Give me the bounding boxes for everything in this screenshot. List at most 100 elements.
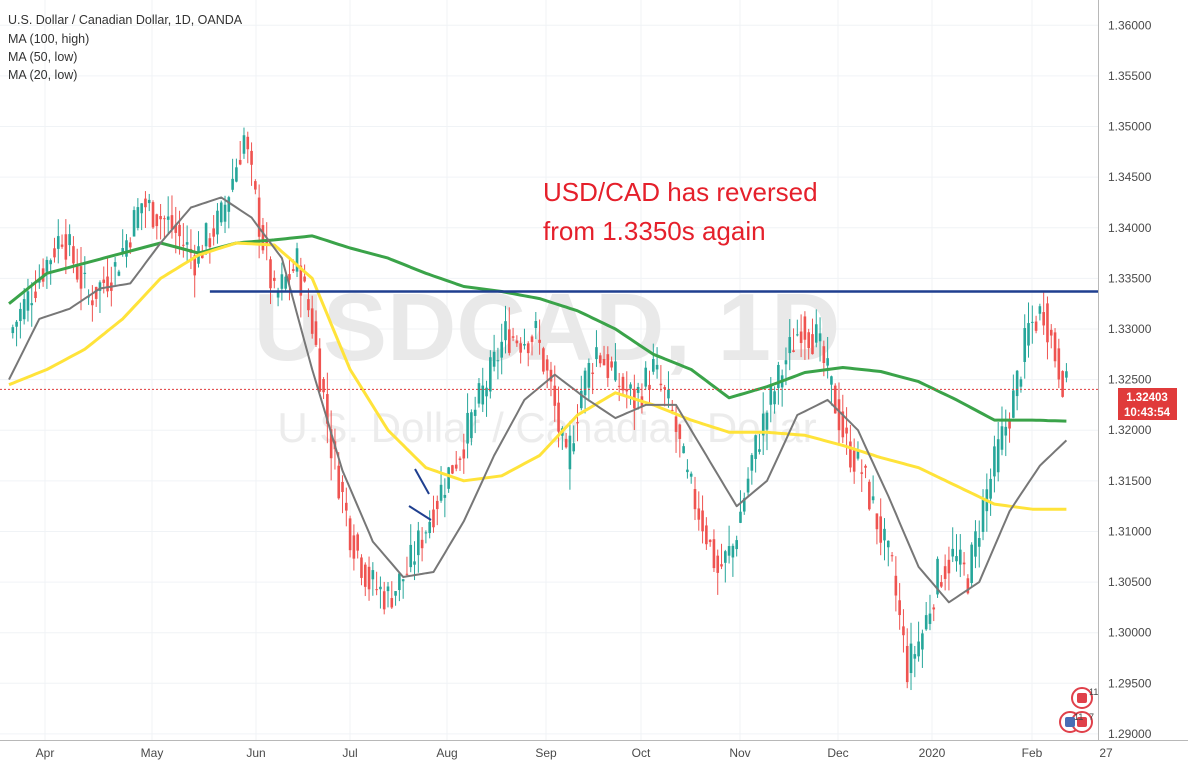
time-tick-label: Sep xyxy=(535,746,557,760)
candle-body xyxy=(670,409,674,411)
price-tick-label: 1.29000 xyxy=(1108,727,1152,741)
candle-body xyxy=(1053,332,1057,362)
candle-body xyxy=(121,248,124,254)
candle-body xyxy=(545,359,549,371)
candle-body xyxy=(1038,306,1042,314)
candle-body xyxy=(295,248,299,272)
candle-body xyxy=(1057,348,1061,380)
candle-body xyxy=(19,308,22,322)
candle-body xyxy=(140,203,143,214)
candle-body xyxy=(1061,371,1064,397)
candle-body xyxy=(996,439,1000,473)
candle-body xyxy=(204,223,208,247)
candle-body xyxy=(155,214,159,227)
candle-body xyxy=(337,465,341,499)
price-tick-label: 1.35500 xyxy=(1108,69,1152,83)
candle-body xyxy=(572,443,576,452)
price-tick-label: 1.33000 xyxy=(1108,322,1152,336)
candle-body xyxy=(697,508,701,520)
candle-body xyxy=(542,348,545,372)
price-scale[interactable] xyxy=(1098,0,1188,740)
candle-body xyxy=(83,272,87,274)
candle-body xyxy=(1046,303,1049,343)
candle-body xyxy=(473,409,477,416)
candle-body xyxy=(871,496,875,501)
candle-body xyxy=(1031,321,1034,323)
candle-body xyxy=(970,544,973,584)
price-tick-label: 1.34000 xyxy=(1108,221,1152,235)
candle-body xyxy=(591,372,594,374)
events-badges[interactable]: 11 11 7 xyxy=(1059,687,1098,733)
candle-body xyxy=(163,218,166,220)
candle-body xyxy=(663,387,666,389)
candle-body xyxy=(811,334,814,355)
candle-body xyxy=(492,351,496,367)
candle-body xyxy=(792,350,795,352)
candle-body xyxy=(602,359,606,366)
candle-body xyxy=(242,135,246,154)
candle-body xyxy=(352,535,356,559)
candle-body xyxy=(216,210,219,235)
price-tick-label: 1.33500 xyxy=(1108,271,1152,285)
candle-body xyxy=(439,484,443,501)
candle-body xyxy=(26,291,30,311)
candle-body xyxy=(49,260,52,265)
candle-body xyxy=(932,607,936,610)
candle-body xyxy=(909,643,913,674)
candle-body xyxy=(379,586,382,590)
event-count-top: 11 xyxy=(1089,687,1098,697)
candle-body xyxy=(1012,390,1015,418)
ma-line xyxy=(8,234,1067,423)
candle-body xyxy=(974,531,977,557)
candle-body xyxy=(557,402,560,432)
candle-body xyxy=(564,438,568,448)
candle-body xyxy=(598,355,602,364)
candle-body xyxy=(864,465,867,468)
candle-body xyxy=(246,136,250,150)
candle-body xyxy=(754,435,757,459)
candle-body xyxy=(686,469,689,473)
candle-body xyxy=(784,360,788,365)
candle-body xyxy=(102,279,106,283)
candle-body xyxy=(174,224,178,233)
candle-body xyxy=(1049,329,1053,336)
candle-body xyxy=(849,441,852,468)
candle-body xyxy=(235,167,238,182)
candle-body xyxy=(534,320,538,328)
name-watermark: U.S. Dollar / Canadian Dollar xyxy=(277,404,816,451)
candle-body xyxy=(644,367,648,387)
candle-body xyxy=(424,532,428,534)
candle-body xyxy=(375,589,378,591)
candle-body xyxy=(583,370,587,396)
candle-body xyxy=(898,600,901,616)
candle-body xyxy=(678,424,682,439)
event-count-right: 7 xyxy=(1089,712,1094,722)
candle-body xyxy=(466,412,469,444)
candle-body xyxy=(799,331,803,343)
candle-body xyxy=(56,236,60,249)
candle-body xyxy=(796,334,799,336)
time-scale[interactable] xyxy=(0,740,1188,769)
candle-body xyxy=(629,384,632,389)
candle-body xyxy=(579,390,583,409)
time-tick-label: May xyxy=(141,746,164,760)
bar-countdown: 10:43:54 xyxy=(1124,407,1171,419)
candle-body xyxy=(746,478,750,493)
annotation-line-1: USD/CAD has reversed xyxy=(543,177,818,207)
grid xyxy=(0,0,1098,740)
candle-body xyxy=(500,341,503,358)
candle-body xyxy=(363,564,367,587)
candle-body xyxy=(890,555,894,557)
candle-body xyxy=(727,546,731,556)
candle-body xyxy=(652,359,655,372)
candle-body xyxy=(326,394,329,424)
candle-body xyxy=(413,561,416,565)
candle-body xyxy=(117,271,121,276)
candle-body xyxy=(60,244,64,247)
time-tick-label: 27 xyxy=(1099,746,1113,760)
chart-title: U.S. Dollar / Canadian Dollar, 1D, OANDA xyxy=(8,13,243,27)
candle-body xyxy=(689,473,693,477)
candle-body xyxy=(886,540,890,548)
